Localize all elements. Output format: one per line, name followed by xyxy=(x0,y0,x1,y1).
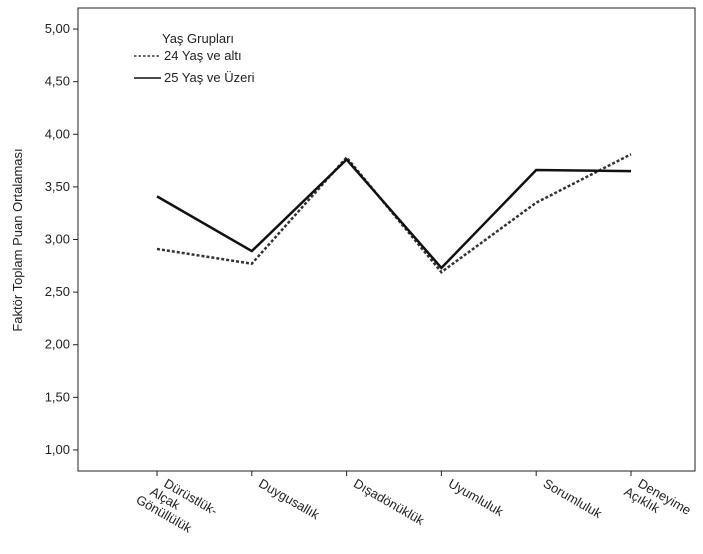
x-tick-label: Duygusallık xyxy=(256,476,322,523)
x-tick-label: DeneyimeAçıklık xyxy=(622,472,694,530)
legend-label: 25 Yaş ve Üzeri xyxy=(164,70,255,85)
x-tick-label: Uyumluluk xyxy=(446,476,506,520)
x-tick-label-line: Duygusallık xyxy=(256,476,322,523)
series-group xyxy=(156,153,632,274)
y-tick-label: 2,50 xyxy=(45,284,70,299)
x-tick-label: Dürüstlük-AlçakGönüllülük xyxy=(134,468,221,543)
y-tick-label: 4,00 xyxy=(45,126,70,141)
plot-area xyxy=(77,7,696,472)
x-tick-label-line: Dışadönüklük xyxy=(351,476,427,529)
series-line-2 xyxy=(156,157,632,270)
y-tick-label: 3,50 xyxy=(45,179,70,194)
y-tick-label: 4,50 xyxy=(45,74,70,89)
legend-entries: 24 Yaş ve altı 25 Yaş ve Üzeri xyxy=(134,48,255,85)
x-axis: Dürüstlük-AlçakGönüllülük Duygusallık Dışa… xyxy=(134,468,694,543)
x-tick-label-line: Sorumluluk xyxy=(541,476,605,522)
y-tick-label: 3,00 xyxy=(45,232,70,247)
y-tick-label: 5,00 xyxy=(45,21,70,36)
y-axis-title: Faktör Toplam Puan Ortalaması xyxy=(10,148,25,331)
x-tick-label: Sorumluluk xyxy=(541,476,605,522)
legend-label: 24 Yaş ve altı xyxy=(164,48,242,63)
y-tick-label: 1,50 xyxy=(45,389,70,404)
y-axis: 1,00 1,50 2,00 2,50 3,00 3,50 4,00 4,50 5,00 xyxy=(45,21,78,457)
y-tick-label: 1,00 xyxy=(45,442,70,457)
legend-title: Yaş Grupları xyxy=(162,31,234,46)
x-tick-label: Dışadönüklük xyxy=(351,476,427,529)
legend: Yaş Grupları 24 Yaş ve altı 25 Yaş ve Üze… xyxy=(134,31,255,85)
y-tick-label: 2,00 xyxy=(45,337,70,352)
x-tick-label-line: Uyumluluk xyxy=(446,476,506,520)
